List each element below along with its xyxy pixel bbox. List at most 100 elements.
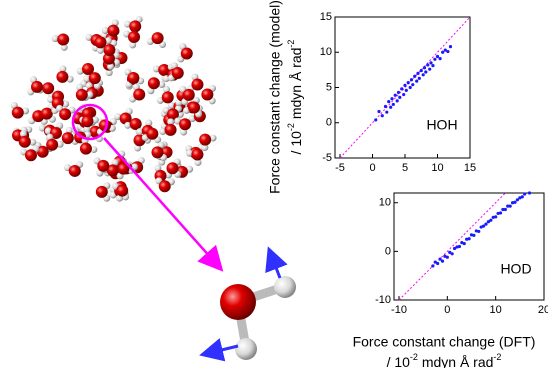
- scatter-point: [389, 106, 392, 109]
- oxygen-atom: [148, 77, 160, 89]
- oxygen-atom: [46, 139, 58, 151]
- scatter-point: [441, 259, 444, 262]
- axis-label: / 10-2 mdyn Å rad-2: [286, 40, 303, 155]
- scatter-point: [385, 111, 388, 114]
- y-tick-label: 10: [320, 46, 332, 58]
- scatter-point: [509, 205, 512, 208]
- x-tick-label: 10: [490, 304, 502, 316]
- oxygen-atom: [59, 108, 71, 120]
- scatter-point: [431, 264, 434, 267]
- scatter-point: [441, 51, 444, 54]
- oxygen-atom: [107, 25, 119, 37]
- scatter-point: [396, 99, 399, 102]
- oxygen-atom: [69, 165, 81, 177]
- scatter-point: [472, 234, 475, 237]
- y-tick-label: 15: [320, 11, 332, 23]
- x-tick-label: 20: [538, 304, 548, 316]
- oxygen-atom: [19, 136, 31, 148]
- oxygen-atom: [183, 89, 195, 101]
- scatter-point: [394, 94, 397, 97]
- oxygen-atom: [181, 48, 193, 60]
- scatter-point: [513, 201, 516, 204]
- oxygen-atom: [12, 107, 24, 119]
- axis-label: Force constant change (DFT): [353, 334, 536, 350]
- scatter-point: [458, 245, 461, 248]
- scatter-point: [384, 105, 387, 108]
- scatter-point: [521, 195, 524, 198]
- oxygen-atom: [166, 162, 178, 174]
- x-tick-label: 10: [431, 162, 443, 174]
- scatter-point: [484, 223, 487, 226]
- scatter-point: [523, 192, 526, 195]
- displacement-arrow: [205, 346, 238, 354]
- axis-label-part: mdyn Å rad: [288, 48, 304, 123]
- oxygen-atom: [130, 118, 142, 130]
- oxygen-atom: [41, 108, 53, 120]
- scatter-point: [402, 93, 405, 96]
- scatter-point: [397, 91, 400, 94]
- scatter-point: [407, 81, 410, 84]
- scatter-point: [489, 219, 492, 222]
- scatter-point: [439, 57, 442, 60]
- scatter-point: [420, 69, 423, 72]
- oxygen-atom: [220, 284, 256, 320]
- oxygen-atom: [96, 186, 108, 198]
- oxygen-atom: [172, 67, 184, 79]
- figure: -5051015-5051015HOHForce constant change…: [0, 0, 548, 368]
- scatter-point: [415, 80, 418, 83]
- y-tick-label: -5: [322, 152, 332, 164]
- scatter-point: [374, 118, 377, 121]
- axis-label-part: -2: [286, 40, 296, 48]
- oxygen-atom: [56, 71, 68, 83]
- axis-label-part: -2: [493, 352, 501, 362]
- oxygen-atom: [81, 115, 93, 127]
- x-tick-label: -10: [391, 304, 407, 316]
- oxygen-atom: [159, 180, 171, 192]
- oxygen-atom: [129, 20, 141, 32]
- oxygen-atom: [89, 72, 101, 84]
- oxygen-atom: [188, 102, 200, 114]
- water-cluster: [11, 16, 217, 202]
- oxygen-atom: [25, 149, 37, 161]
- scatter-point: [436, 55, 439, 58]
- oxygen-atom: [127, 72, 139, 84]
- oxygen-atom: [191, 79, 203, 91]
- oxygen-atom: [97, 160, 109, 172]
- scatter-point: [429, 61, 432, 64]
- oxygen-atom: [133, 89, 145, 101]
- scatter-point: [400, 87, 403, 90]
- scatter-point: [477, 230, 480, 233]
- scatter-point: [424, 70, 427, 73]
- scatter-point: [410, 78, 413, 81]
- axis-label: / 10-2 mdyn Å rad-2: [387, 352, 502, 368]
- plot-frame: [394, 193, 544, 300]
- y-tick-label: 0: [326, 117, 332, 129]
- scatter-point: [431, 64, 434, 67]
- scatter-point: [463, 242, 466, 245]
- scatter-point: [409, 86, 412, 89]
- scatter-point: [390, 97, 393, 100]
- scatter-point: [428, 68, 431, 71]
- oxygen-atom: [146, 128, 158, 140]
- scatter-point: [398, 96, 401, 99]
- oxygen-atom: [179, 118, 191, 130]
- oxygen-atom: [80, 143, 92, 155]
- oxygen-atom: [116, 185, 128, 197]
- scatter-point: [446, 256, 449, 259]
- y-tick-label: 5: [326, 81, 332, 93]
- reference-line: [399, 193, 505, 300]
- annotation: HOD: [500, 261, 531, 277]
- y-tick-label: -10: [375, 294, 391, 306]
- scatter-point: [494, 215, 497, 218]
- scatter-point: [377, 110, 380, 113]
- x-tick-label: 5: [402, 162, 408, 174]
- hydrogen-atom: [235, 338, 257, 360]
- scatter-point: [504, 208, 507, 211]
- oxygen-atom: [165, 124, 177, 136]
- x-tick-label: -5: [335, 162, 345, 174]
- scatter-point: [413, 75, 416, 78]
- annotation: HOH: [426, 117, 457, 133]
- scatter-point: [446, 50, 449, 53]
- oxygen-atom: [199, 134, 211, 146]
- hydrogen-atom: [274, 276, 296, 298]
